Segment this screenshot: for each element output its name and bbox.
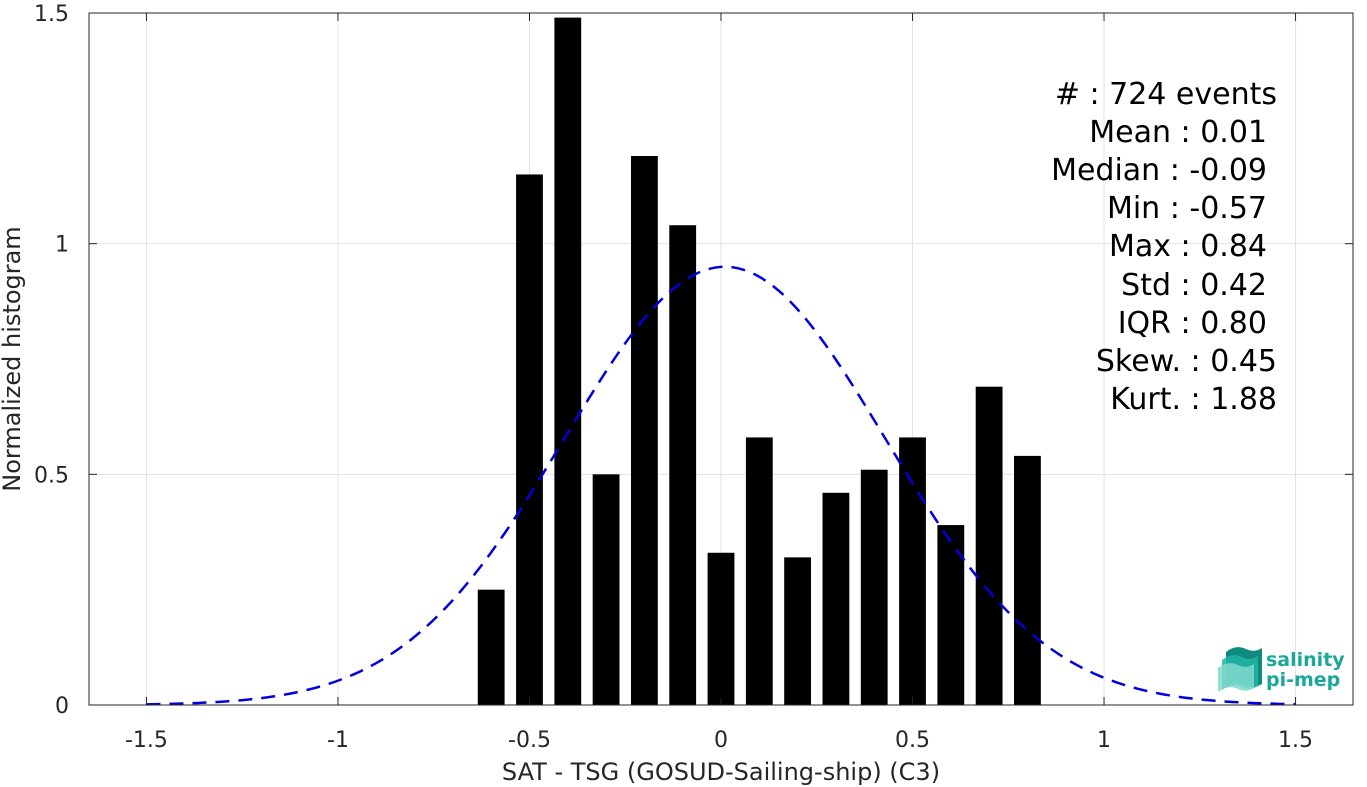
axis-ticks — [89, 12, 1353, 706]
histogram-bar — [899, 437, 926, 705]
y-axis-label: Normalized histogram — [0, 226, 26, 491]
normal-fit-curve — [146, 265, 1296, 706]
logo-text-line1: salinity — [1266, 649, 1345, 671]
x-tick-label: -1.5 — [125, 728, 168, 753]
logo-text-line2: pi-mep — [1266, 669, 1340, 691]
x-tick-label: 1.5 — [1278, 728, 1313, 753]
y-tick-label: 0 — [55, 694, 69, 719]
y-tick-label: 1.5 — [34, 2, 69, 27]
histogram-bar — [630, 156, 658, 706]
histogram-bar — [822, 492, 850, 705]
x-tick-label: -0.5 — [508, 728, 551, 753]
histogram-bar — [860, 469, 888, 705]
x-tick-labels: -1.5 -1 -0.5 0 0.5 1 1.5 — [125, 728, 1313, 753]
stat-max: Max : 0.84 — [1109, 229, 1267, 264]
statistics-box: # : 724 events Mean : 0.01 Median : -0.0… — [1051, 77, 1277, 417]
histogram-bar — [669, 225, 697, 706]
stat-std: Std : 0.42 — [1121, 268, 1267, 303]
stat-iqr: IQR : 0.80 — [1118, 306, 1267, 341]
histogram-bar — [592, 474, 620, 705]
x-tick-label: 1 — [1097, 728, 1111, 753]
histogram-bar — [975, 386, 1003, 705]
x-tick-label: 0 — [714, 728, 728, 753]
histogram-bar — [745, 437, 773, 705]
histogram-bar — [707, 552, 735, 705]
histogram-bar — [1014, 455, 1041, 705]
histogram-bar — [554, 17, 582, 705]
x-axis-label: SAT - TSG (GOSUD-Sailing-ship) (C3) — [502, 758, 940, 786]
stat-skew: Skew. : 0.45 — [1096, 344, 1277, 379]
stat-min: Min : -0.57 — [1107, 191, 1267, 226]
y-tick-labels: 0 0.5 1 1.5 — [34, 2, 69, 719]
histogram-bar — [516, 174, 543, 705]
histogram-bar — [784, 557, 812, 705]
y-tick-label: 1 — [55, 233, 69, 258]
x-tick-label: -1 — [327, 728, 349, 753]
stat-median: Median : -0.09 — [1051, 153, 1267, 188]
stat-kurt: Kurt. : 1.88 — [1110, 382, 1277, 417]
x-tick-label: 0.5 — [895, 728, 930, 753]
histogram-bars — [477, 17, 1041, 706]
y-tick-label: 0.5 — [34, 463, 69, 488]
wave-logo-icon — [1218, 647, 1262, 692]
stat-events: # : 724 events — [1055, 77, 1277, 112]
salinity-pi-mep-logo: salinity pi-mep — [1218, 647, 1345, 692]
stat-mean: Mean : 0.01 — [1089, 115, 1267, 150]
histogram-bar — [937, 525, 965, 705]
histogram-bar — [477, 589, 505, 705]
